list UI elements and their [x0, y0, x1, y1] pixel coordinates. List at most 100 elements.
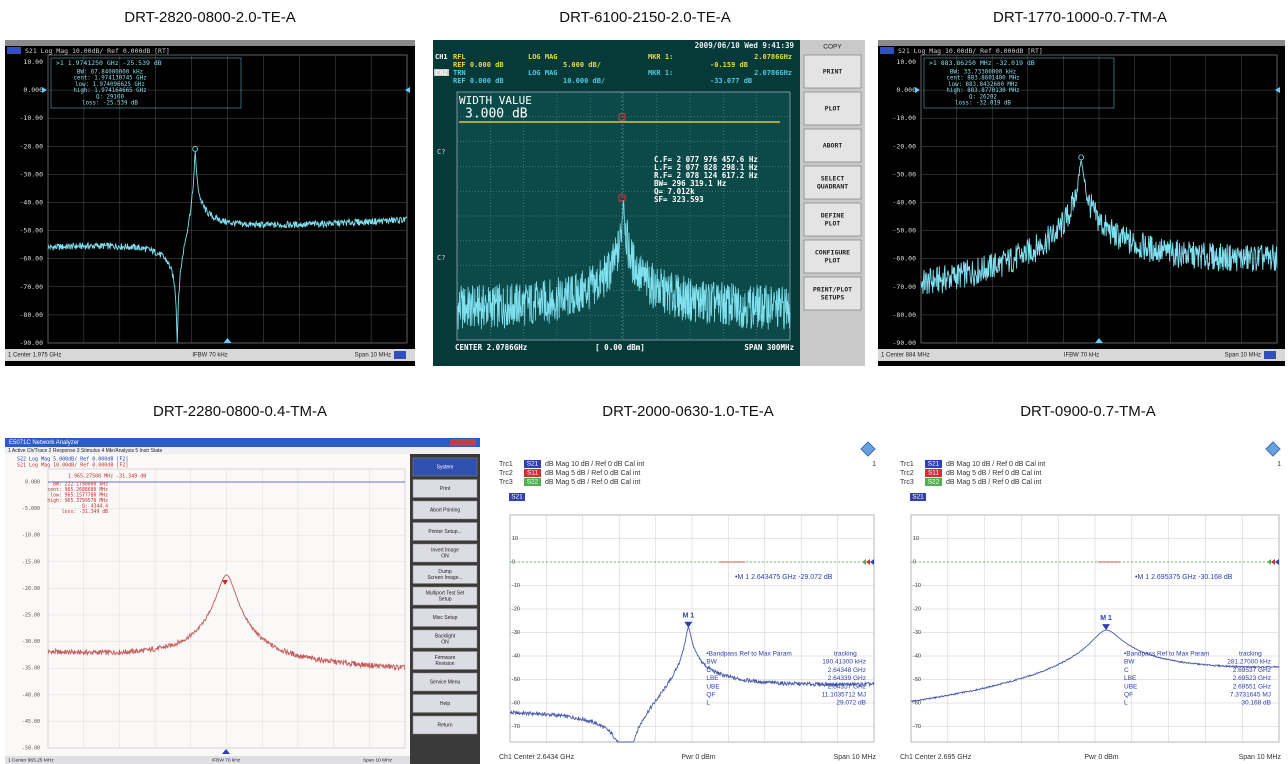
trace-tag [880, 47, 894, 54]
y-tick-label: -50.00 [20, 227, 44, 235]
menu-button [803, 239, 862, 274]
y-tick-label: -80.00 [20, 311, 44, 319]
softkey-label: Screen Image... [427, 575, 462, 581]
readout-line: C.F= 2 077 976 457.6 Hz [654, 155, 758, 164]
readout-line: high: 965.3799570 MHz [47, 498, 108, 504]
readout-line: BW: 222.1790000 kHz [53, 482, 108, 488]
trace-settings: dB Mag 5 dB / Ref 0 dB Cal int [946, 470, 1041, 477]
footer-left: 1 Center 1.975 GHz [8, 353, 61, 359]
width-value: 3.000 dB [465, 107, 528, 122]
trace-name: Trc1 [900, 461, 914, 468]
y-tick-label: -90.00 [20, 339, 44, 347]
readout-line: cent: 883.8601400 MHz [946, 76, 1019, 82]
bandpass-header: •Bandpass Ref to Max Param [1124, 651, 1209, 658]
y-tick-label: -20 [913, 606, 921, 612]
ref-arrow [1275, 87, 1280, 93]
logo [860, 441, 876, 457]
trace-param: S11 [928, 470, 939, 477]
softkey-label: Dump [438, 569, 452, 575]
softkey [412, 543, 478, 563]
channel-ref: 5.000 dB/ [563, 61, 601, 69]
softkey-label: Service Menu [430, 679, 461, 685]
ref-arrow [1267, 559, 1271, 565]
trace-param: S21 [527, 461, 539, 468]
status-bar [5, 756, 410, 764]
panel-title: DRT-2820-0800-2.0-TE-A [124, 9, 295, 26]
channel-header: CH1 [435, 53, 448, 61]
y-tick-label: -35.00 [22, 666, 40, 672]
footer-right: Span 10 MHz [355, 353, 391, 359]
readout-line: Q: 4344.4 [82, 504, 108, 510]
y-tick-label: -50.00 [22, 746, 40, 752]
readout-line: Q= 7.012k [654, 187, 695, 196]
ref-arrow [915, 87, 920, 93]
marker-symbol [222, 580, 228, 585]
softkey [412, 522, 478, 541]
softkey-label: Printer Setup... [428, 529, 461, 535]
trace-name: Trc3 [499, 479, 513, 486]
param-value: 7.3731645 MJ [1230, 692, 1271, 699]
param-name: QF [1124, 692, 1133, 699]
footer-center: [ 0.00 dBm] [595, 343, 645, 352]
ref-arrow [866, 559, 870, 565]
trace-tab-label: S21 [511, 494, 523, 501]
menu-label: CONFIGURE [815, 249, 850, 257]
window-titlebar [5, 438, 480, 447]
softkey-label: Invert Image [431, 547, 459, 553]
readout-line: low: 1.974096625 GHz [75, 82, 145, 88]
param-value: 2.69537 GHz [1233, 667, 1271, 674]
footer-left: Ch1 Center 2.6434 GHz [499, 754, 575, 761]
channel-ref: -0.159 dB [710, 61, 748, 69]
softkey-label: Abort Printing [430, 507, 461, 513]
trace-settings: dB Mag 5 dB / Ref 0 dB Cal int [545, 479, 640, 486]
menu-button [803, 54, 862, 89]
trace-tag [925, 469, 942, 477]
softkey-label: Help [440, 701, 451, 707]
trace-tag [7, 47, 21, 54]
y-tick-label: -20.00 [893, 142, 917, 150]
menu-button [803, 276, 862, 311]
y-tick-label: -60.00 [893, 255, 917, 263]
y-tick-label: -15.00 [22, 559, 40, 565]
y-tick-label: -60.00 [20, 255, 44, 263]
ref-arrow [405, 87, 410, 93]
y-tick-label: 0.000 [25, 480, 40, 486]
param-name: UBE [706, 683, 720, 690]
marker-readout: •M 1 2.643475 GHz -29.072 dB [735, 574, 833, 581]
param-name: BW [706, 659, 717, 666]
y-tick-label: -10.00 [20, 114, 44, 122]
y-tick-label: -30 [913, 630, 921, 636]
footer-left: 1 Center 884 MHz [881, 353, 930, 359]
menu-label: DEFINE [821, 212, 845, 220]
y-tick-label: -70.00 [20, 283, 44, 291]
readout-line: loss: -32.019 dB [955, 101, 1011, 107]
y-tick-label: -10 [913, 583, 921, 589]
footer-right: Span 10 MHz [363, 757, 393, 763]
trace-tab [509, 493, 525, 501]
status-icon [1264, 351, 1276, 359]
param-value: 281.27000 kHz [1227, 659, 1271, 666]
trace-param: S22 [527, 479, 539, 486]
y-tick-label: 0.000 [23, 86, 43, 94]
panel-title: DRT-2000-0630-1.0-TE-A [602, 403, 773, 420]
menu-button [803, 91, 862, 126]
param-name: LBE [706, 675, 719, 682]
param-value: 30.168 dB [1241, 700, 1271, 707]
channel-number: 1 [872, 461, 876, 468]
trace [509, 627, 875, 743]
y-tick-label: 10 [913, 536, 919, 542]
readout-line: SF= 323.593 [654, 195, 704, 204]
trace-name: Trc3 [900, 479, 914, 486]
logo [1265, 441, 1281, 457]
trace-tag [925, 460, 942, 468]
footer-center: IFBW 70 kHz [1064, 353, 1099, 359]
marker-symbol [684, 621, 693, 628]
param-name: LBE [1124, 675, 1137, 682]
y-tick-label: 0 [512, 559, 515, 565]
menu-button [803, 165, 862, 200]
softkey [412, 629, 478, 649]
readout-line: cent: 965.2688680 MHz [47, 487, 108, 493]
readout-line: R.F= 2 078 124 617.2 Hz [654, 171, 758, 180]
trace [920, 158, 1278, 295]
